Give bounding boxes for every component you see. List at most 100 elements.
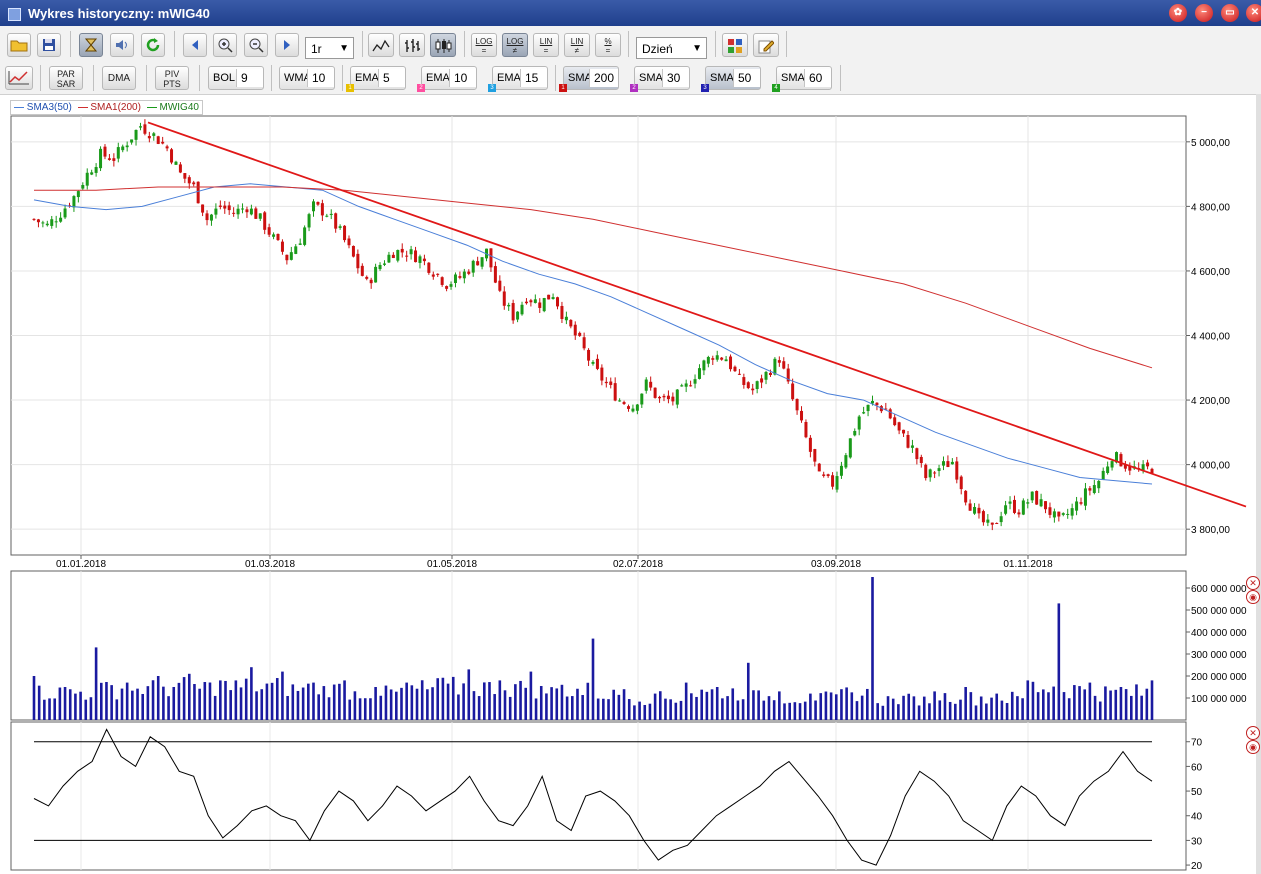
candle-body — [507, 304, 511, 307]
candle-body — [560, 305, 564, 319]
volume-bar — [1062, 692, 1066, 720]
volume-bar — [296, 690, 300, 720]
save-button[interactable] — [37, 33, 61, 57]
candle-body — [626, 406, 630, 409]
legend-swatch-sma1 — [77, 106, 88, 108]
hourglass-button[interactable] — [79, 33, 103, 57]
volume-bar — [477, 696, 481, 720]
candle-body — [1088, 488, 1092, 491]
panel-settings-icon[interactable]: ◉ — [1246, 740, 1260, 754]
volume-bar — [1031, 681, 1035, 720]
candlestick-chart-button[interactable] — [430, 33, 456, 57]
sound-button[interactable] — [110, 33, 134, 57]
lin-ne-label: ≠ — [574, 46, 580, 55]
candle-body — [941, 461, 945, 466]
close-icon[interactable]: ✕ — [1246, 4, 1261, 22]
sma4-value[interactable]: 60 — [804, 69, 831, 87]
volume-bar — [550, 687, 553, 720]
close-panel-icon[interactable]: ✕ — [1246, 726, 1260, 740]
candle-body — [369, 279, 373, 284]
dma-button[interactable]: DMA — [102, 66, 136, 90]
panel-settings-icon[interactable]: ◉ — [1246, 590, 1260, 604]
candle-body — [387, 254, 391, 263]
candle-body — [1035, 491, 1039, 505]
wma-indicator[interactable]: WMA 10 — [279, 66, 335, 90]
volume-bar — [638, 701, 641, 720]
sma3-indicator[interactable]: SMA 50 — [705, 66, 761, 90]
volume-bar — [389, 689, 393, 720]
candle-body — [161, 141, 165, 144]
candle-body — [116, 147, 120, 159]
par-sar-button[interactable]: PAR SAR — [49, 66, 83, 90]
ema2-value[interactable]: 10 — [449, 69, 476, 87]
log-notequal-button[interactable]: LOG ≠ — [502, 33, 528, 57]
interval-select[interactable]: 1r ▼ — [305, 37, 354, 59]
log-equal-button[interactable]: LOG = — [471, 33, 497, 57]
candle-body — [573, 324, 577, 336]
draw-button[interactable] — [753, 33, 779, 57]
candle-body — [591, 361, 595, 364]
candle-body — [192, 182, 196, 185]
piv-pts-button[interactable]: PIV PTS — [155, 66, 189, 90]
volume-bar — [503, 690, 507, 720]
settings-icon[interactable]: ✿ — [1169, 4, 1187, 22]
layout-button[interactable] — [722, 33, 748, 57]
indicator-chart-button[interactable] — [5, 66, 33, 90]
sma4-indicator[interactable]: SMA 60 — [776, 66, 832, 90]
candle-body — [1066, 513, 1070, 515]
candle-body — [618, 400, 622, 402]
lin-label: LIN — [570, 37, 584, 46]
candle-body — [1039, 499, 1043, 507]
volume-bar — [208, 682, 212, 720]
volume-bar — [151, 680, 155, 720]
candle-body — [338, 226, 342, 228]
open-folder-button[interactable] — [7, 33, 31, 57]
separator — [786, 31, 787, 57]
minimize-icon[interactable]: − — [1195, 4, 1213, 22]
candle-body — [307, 214, 311, 228]
candle-body — [320, 203, 324, 216]
volume-bar — [974, 705, 978, 720]
lin-notequal-button[interactable]: LIN ≠ — [564, 33, 590, 57]
sma2-indicator[interactable]: SMA 30 — [634, 66, 690, 90]
scroll-left-button[interactable] — [183, 33, 207, 57]
ema1-indicator[interactable]: EMA 5 — [350, 66, 406, 90]
candle-body — [458, 276, 462, 278]
restore-icon[interactable]: ▭ — [1221, 4, 1239, 22]
bol-indicator[interactable]: BOL 9 — [208, 66, 264, 90]
x-tick-label: 03.09.2018 — [811, 559, 861, 570]
candle-body — [955, 461, 959, 480]
zoom-out-button[interactable] — [244, 33, 268, 57]
chevron-down-icon: ▼ — [339, 43, 349, 54]
candle-body — [755, 381, 759, 390]
line-chart-button[interactable] — [368, 33, 394, 57]
candle-body — [822, 474, 826, 476]
volume-bar — [1093, 695, 1097, 720]
sma2-value[interactable]: 30 — [662, 69, 689, 87]
ema3-value[interactable]: 15 — [520, 69, 547, 87]
wma-value[interactable]: 10 — [307, 69, 334, 87]
y-tick-label: 200 000 000 — [1191, 672, 1247, 683]
candle-body — [183, 173, 187, 179]
volume-bar — [591, 638, 595, 720]
scroll-right-button[interactable] — [275, 33, 299, 57]
close-panel-icon[interactable]: ✕ — [1246, 576, 1260, 590]
bol-value[interactable]: 9 — [236, 69, 263, 87]
volume-bar — [177, 682, 181, 720]
ema1-value[interactable]: 5 — [378, 69, 405, 87]
period-select[interactable]: Dzień ▼ — [636, 37, 707, 59]
ema3-indicator[interactable]: EMA 15 — [492, 66, 548, 90]
x-tick-label: 01.03.2018 — [245, 559, 295, 570]
sma1-indicator[interactable]: SMA 200 — [563, 66, 619, 90]
refresh-button[interactable] — [141, 33, 165, 57]
zoom-in-button[interactable] — [213, 33, 237, 57]
ohlc-chart-button[interactable] — [399, 33, 425, 57]
lin-equal-button[interactable]: LIN = — [533, 33, 559, 57]
volume-bar — [1026, 680, 1030, 720]
sma3-value[interactable]: 50 — [733, 69, 760, 87]
y-tick-label: 70 — [1191, 738, 1203, 749]
ema2-indicator[interactable]: EMA 10 — [421, 66, 477, 90]
candle-body — [214, 208, 218, 215]
percent-button[interactable]: % = — [595, 33, 621, 57]
sma1-value[interactable]: 200 — [588, 69, 618, 87]
